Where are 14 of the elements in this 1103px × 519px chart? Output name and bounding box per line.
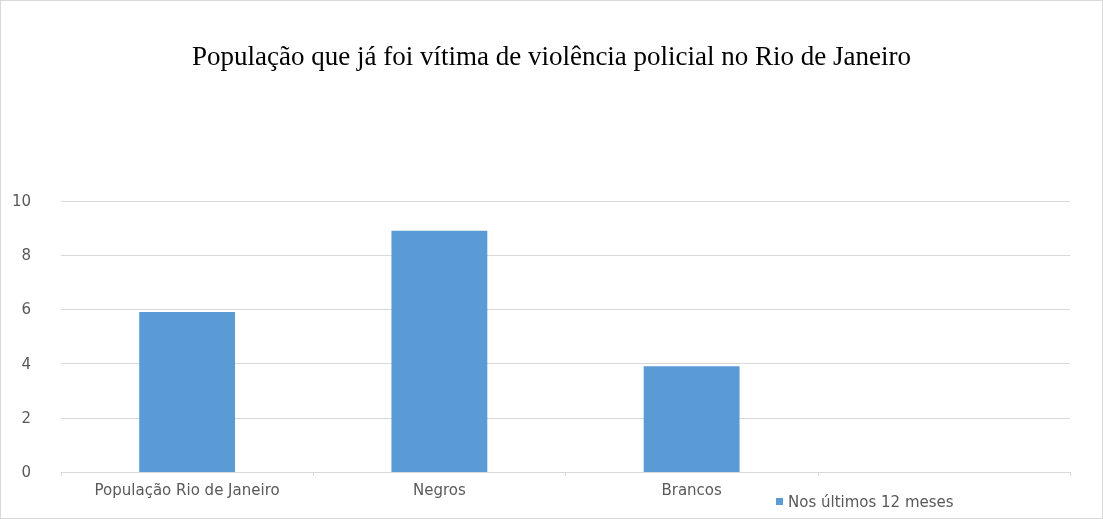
- bar: [139, 312, 236, 472]
- bar: [391, 230, 488, 472]
- y-tick-label: 10: [11, 192, 31, 210]
- bar: [643, 366, 740, 472]
- y-tick-label: 6: [21, 300, 31, 319]
- y-tick-label: 2: [21, 408, 31, 427]
- chart-title: População que já foi vítima de violência policial no Rio de Janeiro: [191, 40, 912, 71]
- y-tick-label: 8: [21, 246, 31, 265]
- x-tick-label: Brancos: [661, 480, 722, 499]
- y-tick-label: 4: [21, 354, 31, 373]
- x-tick-label: População Rio de Janeiro: [94, 480, 280, 499]
- y-tick-label: 0: [21, 463, 31, 481]
- x-tick-label: Negros: [412, 480, 466, 499]
- legend-label: Nos últimos 12 meses: [788, 492, 954, 511]
